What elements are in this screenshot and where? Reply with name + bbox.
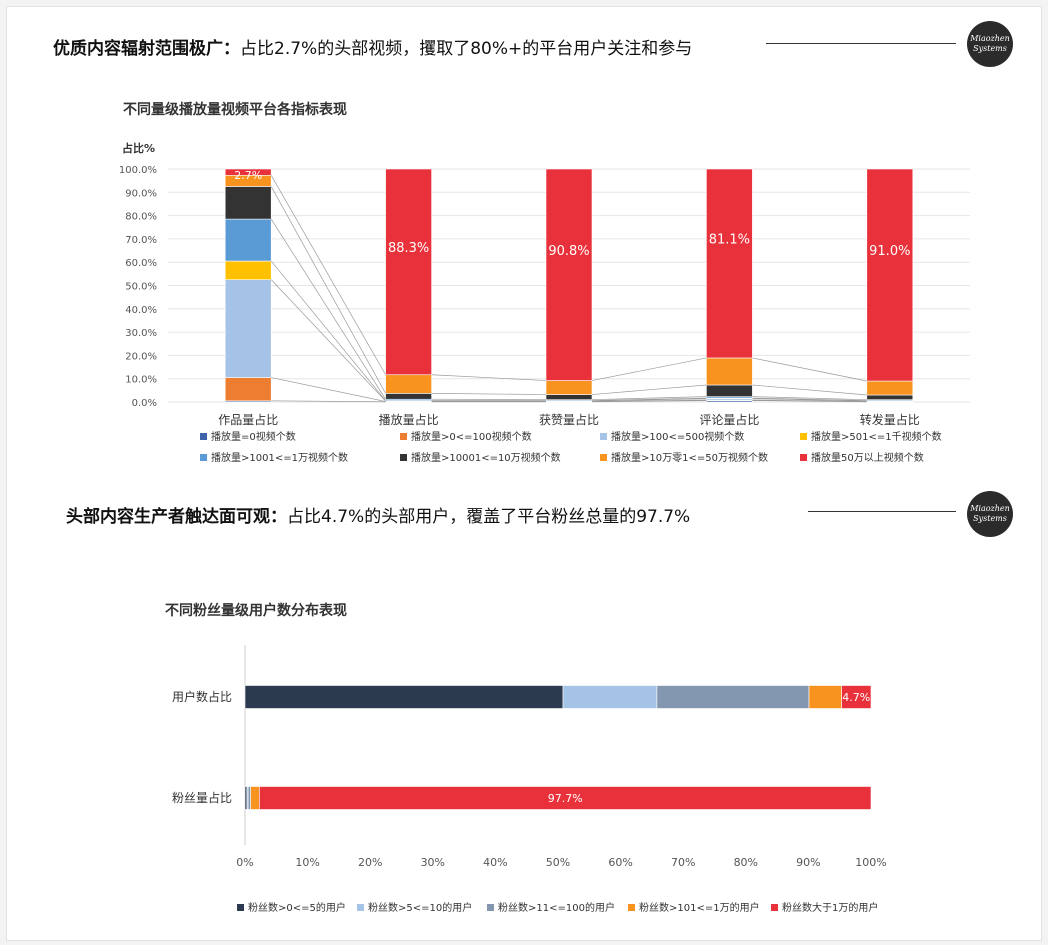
chart1-y-tick-label: 90.0% xyxy=(125,188,157,199)
section2-divider xyxy=(808,511,956,512)
chart1-legend-swatch xyxy=(600,433,607,440)
chart1-bar-segment xyxy=(224,186,272,220)
chart1-y-tick-label: 20.0% xyxy=(125,351,157,362)
chart1-y-tick-label: 50.0% xyxy=(125,282,157,293)
chart1-series-line xyxy=(270,175,386,375)
chart1-legend-swatch xyxy=(400,454,407,461)
logo2-line2: Systems xyxy=(973,514,1007,523)
chart1-series-line xyxy=(271,377,386,402)
chart1-y-tick-label: 100.0% xyxy=(119,165,157,176)
chart1-legend-swatch xyxy=(200,454,207,461)
chart1-data-label: 90.8% xyxy=(548,244,589,259)
chart1-bar-segment xyxy=(224,168,272,176)
section2-heading-bold: 头部内容生产者触达面可观： xyxy=(66,507,287,527)
chart1-legend-swatch xyxy=(400,433,407,440)
chart1-series-line xyxy=(591,399,707,402)
chart1-y-tick-label: 70.0% xyxy=(125,235,157,246)
chart1-bar-segment xyxy=(706,357,753,386)
chart1-data-label: 88.3% xyxy=(388,241,429,256)
chart1-y-tick-label: 40.0% xyxy=(125,305,157,316)
chart1-bar-segment xyxy=(224,279,272,378)
chart1-series-line xyxy=(752,397,867,401)
chart1-series-line xyxy=(270,186,386,394)
chart1-legend-swatch xyxy=(800,454,807,461)
chart1-title: 不同量级播放量视频平台各指标表现 xyxy=(123,102,347,118)
section1-heading: 优质内容辐射范围极广：占比2.7%的头部视频，攫取了80%+的平台用户关注和参与 xyxy=(53,34,692,59)
section1-heading-text: 占比2.7%的头部视频，攫取了80%+的平台用户关注和参与 xyxy=(240,39,693,59)
chart1-y-tick-label: 30.0% xyxy=(125,328,157,339)
chart1-legend-label: 播放量50万以上视频个数 xyxy=(811,451,924,464)
chart1-series-line xyxy=(591,397,707,401)
chart1-x-tick-label: 评论量占比 xyxy=(699,412,759,427)
chart1-bar-segment xyxy=(545,394,593,400)
chart1-svg: 占比% 0.0% 10.0% 20.0% 30.0% 40.0% 50.0% 60.0% 70.… xyxy=(119,141,970,464)
chart1-y-tick-label: 0.0% xyxy=(132,398,157,409)
logo-line2: Systems xyxy=(973,44,1007,53)
chart1-series-line xyxy=(752,384,867,396)
section2-heading-text: 占比4.7%的头部用户，覆盖了平台粉丝总量的97.7% xyxy=(287,507,691,527)
chart1-legend-swatch xyxy=(800,433,807,440)
chart1-series-line xyxy=(431,374,547,381)
chart1-legend-label: 播放量>100<=500视频个数 xyxy=(611,430,744,443)
logo2-line1: Miaozhen xyxy=(970,504,1010,513)
report-page xyxy=(6,6,1042,941)
chart1-x-tick-label: 播放量占比 xyxy=(379,412,439,427)
chart1-series-line xyxy=(431,393,547,395)
chart1-series-line xyxy=(271,400,386,403)
chart1-bar-segment xyxy=(224,218,272,262)
chart1-data-label: 2.7% xyxy=(234,169,262,182)
chart1-series-line xyxy=(270,218,386,400)
section1-heading-bold: 优质内容辐射范围极广： xyxy=(53,39,240,59)
chart1-legend-label: 播放量>501<=1千视频个数 xyxy=(811,430,942,443)
chart1-x-tick-label: 获赞量占比 xyxy=(539,412,599,427)
chart1-series-line xyxy=(591,396,707,401)
chart1-series-line xyxy=(752,398,867,402)
chart1-bar-segment xyxy=(224,377,272,402)
chart1-bar-segment xyxy=(706,168,753,359)
chart1-legend-swatch xyxy=(200,433,207,440)
miaozhen-logo-2: Miaozhen Systems xyxy=(967,491,1013,537)
chart1-legend-label: 播放量>1001<=1万视频个数 xyxy=(211,451,348,464)
logo-line1: Miaozhen xyxy=(970,34,1010,43)
chart1-series-line xyxy=(752,357,867,382)
chart1-y-tick-label: 10.0% xyxy=(125,375,157,386)
chart1-bar-segment xyxy=(706,384,753,397)
chart1-series-line xyxy=(752,399,867,402)
miaozhen-logo: Miaozhen Systems xyxy=(967,21,1013,67)
chart2-title: 不同粉丝量级用户数分布表现 xyxy=(165,603,347,619)
chart1-bar-segment xyxy=(385,393,432,400)
chart1-series-line xyxy=(270,260,386,401)
section1-divider xyxy=(766,43,956,44)
chart1-x-tick-label: 转发量占比 xyxy=(860,412,920,427)
chart1-legend-label: 播放量>0<=100视频个数 xyxy=(411,430,532,443)
chart1-bar-segment xyxy=(866,380,914,396)
chart1-y-axis-label: 占比% xyxy=(122,141,155,155)
chart1-series-line xyxy=(270,279,386,402)
chart1-bar-segment xyxy=(866,168,914,382)
chart1-data-label: 91.0% xyxy=(869,244,910,259)
chart1-bar-segment xyxy=(385,168,432,376)
chart1-series-line xyxy=(591,384,707,395)
chart1-legend-swatch xyxy=(600,454,607,461)
chart1-bar-segment xyxy=(545,380,593,395)
chart1-series-line xyxy=(752,396,867,401)
chart1-y-tick-label: 60.0% xyxy=(125,258,157,269)
chart1-y-tick-label: 80.0% xyxy=(125,212,157,223)
chart1-legend-label: 播放量>10万零1<=50万视频个数 xyxy=(611,451,768,464)
chart1-series-line xyxy=(591,398,707,402)
chart1-legend-label: 播放量=0视频个数 xyxy=(211,430,296,443)
chart1-series-line xyxy=(591,357,707,381)
chart1-legend-label: 播放量>10001<=10万视频个数 xyxy=(411,451,561,464)
chart1-bar-segment xyxy=(545,168,593,381)
chart1-bar-segment xyxy=(866,394,914,400)
chart1-bar-segment xyxy=(224,260,272,280)
section2-heading: 头部内容生产者触达面可观：占比4.7%的头部用户，覆盖了平台粉丝总量的97.7% xyxy=(66,502,690,527)
chart1-data-label: 81.1% xyxy=(709,232,750,247)
chart1-bar-segment xyxy=(385,374,432,394)
chart1-x-tick-label: 作品量占比 xyxy=(218,412,278,427)
